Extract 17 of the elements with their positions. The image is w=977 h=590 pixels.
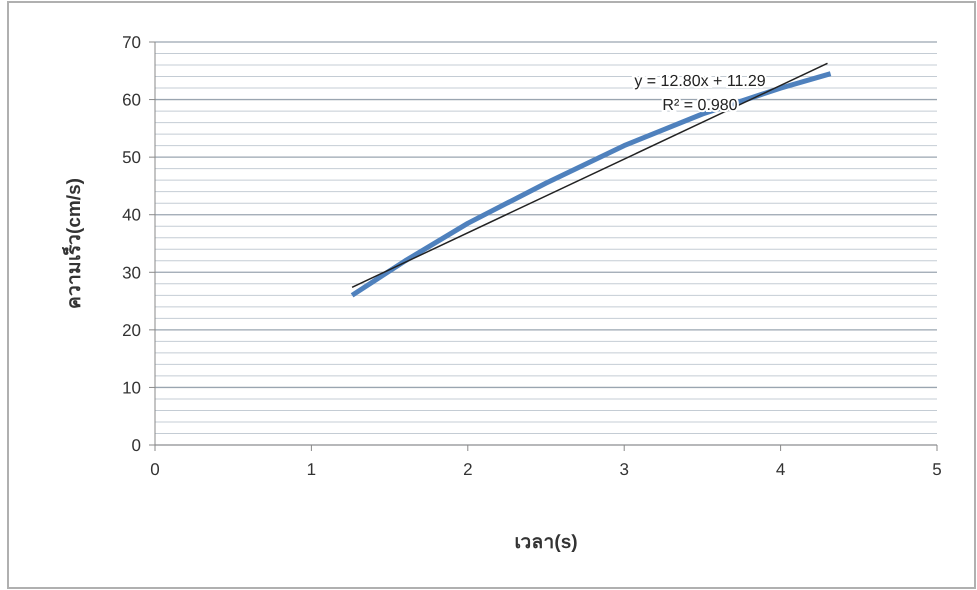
x-tick-label: 2 [463, 460, 473, 479]
y-tick-label: 20 [122, 320, 141, 340]
x-tick-label: 3 [619, 460, 629, 479]
y-tick-label: 50 [122, 148, 141, 168]
x-tick-label: 0 [150, 460, 160, 479]
y-axis-title: ความเร็ว(cm/s) [61, 178, 85, 309]
annotation: y = 12.80x + 11.29 [634, 73, 766, 90]
y-tick-label: 40 [122, 206, 141, 225]
x-tick-label: 4 [776, 460, 786, 479]
y-tick-label: 70 [122, 33, 141, 52]
y-tick-label: 60 [122, 90, 141, 110]
x-tick-label: 5 [932, 460, 942, 479]
x-tick-label: 1 [306, 460, 316, 479]
y-tick-label: 10 [122, 378, 141, 398]
y-tick-label: 30 [122, 263, 141, 282]
x-axis-title: เวลา(s) [514, 532, 578, 553]
y-tick-label: 0 [132, 436, 141, 455]
